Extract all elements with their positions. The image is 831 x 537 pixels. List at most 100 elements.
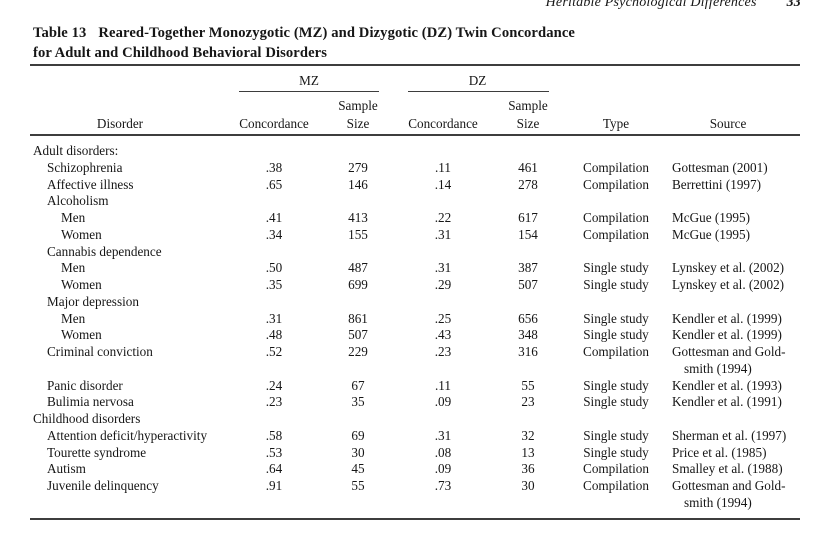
mz-sample-header-line1: Sample (338, 98, 378, 113)
dz-sample-size-cell: 32 (521, 427, 535, 443)
source-cell: Sherman et al. (1997) (656, 428, 800, 445)
header-bottom-rule (30, 134, 800, 136)
table-row: Childhood disorders (30, 411, 800, 428)
mz-concordance-cell: .58 (265, 427, 283, 443)
source-line: Smalley et al. (1988) (672, 461, 783, 477)
disorder-cell: Affective illness (47, 176, 134, 192)
mz-concordance-cell: .41 (265, 210, 283, 225)
table-body: Adult disorders: Schizophrenia .38 279 .… (30, 143, 800, 512)
table-row: Tourette syndrome .53 30 .08 13 Single s… (30, 445, 800, 462)
mz-sample-size-cell: 69 (351, 427, 365, 443)
table-row: Cannabis dependence (30, 244, 800, 261)
source-line: McGue (1995) (672, 226, 751, 242)
mz-concordance-cell: .38 (265, 159, 283, 175)
disorder-cell: Attention deficit/hyperactivity (47, 427, 208, 443)
dz-sample-size-cell: 617 (518, 210, 538, 225)
mz-concordance-cell: .64 (265, 461, 283, 477)
table-row: Panic disorder .24 67 .11 55 Single stud… (30, 378, 800, 395)
type-cell: Single study (583, 427, 649, 443)
mz-spanner-header: MZ (299, 73, 319, 88)
mz-sample-size-cell: 35 (351, 394, 365, 410)
disorder-cell: Women (61, 327, 102, 343)
table-title-text: Reared-Together Monozygotic (MZ) and Diz… (98, 25, 575, 41)
disorder-cell: Women (61, 226, 102, 242)
disorder-cell: Men (61, 260, 86, 276)
type-column-header: Type (602, 116, 630, 131)
dz-sample-size-cell: 387 (518, 260, 538, 276)
mz-sample-size-cell: 67 (351, 377, 365, 393)
mz-concordance-cell: .52 (265, 344, 283, 359)
table-row: Men .50 487 .31 387 Single study Lynskey… (30, 260, 800, 277)
table-number-label: Table 13 (33, 25, 87, 41)
source-cell: McGue (1995) (656, 227, 800, 244)
dz-concordance-cell: .29 (434, 277, 452, 292)
dz-spanner-rule (408, 91, 549, 92)
dz-concordance-cell: .08 (434, 444, 452, 460)
dz-concordance-cell: .22 (434, 210, 452, 225)
dz-sample-size-column-header: Size (516, 116, 540, 131)
dz-concordance-cell: .31 (434, 226, 452, 242)
disorder-cell: Cannabis dependence (47, 243, 162, 259)
source-line: Gottesman (2001) (672, 159, 768, 175)
mz-sample-size-cell: 30 (351, 444, 365, 460)
source-cell: Kendler et al. (1999) (656, 311, 800, 328)
dz-concordance-cell: .43 (434, 327, 452, 343)
mz-concordance-column-header: Concordance (239, 116, 309, 131)
table-row: Men .31 861 .25 656 Single study Kendler… (30, 311, 800, 328)
type-cell: Single study (583, 310, 649, 326)
source-cell: Gottesman and Gold-smith (1994) (656, 344, 800, 378)
type-cell: Compilation (583, 159, 649, 175)
source-line: Price et al. (1985) (672, 444, 767, 460)
disorder-cell: Adult disorders: (33, 143, 119, 158)
source-line: Gottesman and Gold- (672, 478, 786, 493)
page-number: 33 (786, 0, 801, 10)
type-cell: Single study (583, 260, 649, 276)
dz-concordance-cell: .25 (434, 310, 452, 326)
source-line: Sherman et al. (1997) (672, 427, 787, 443)
source-line: Kendler et al. (1999) (672, 327, 782, 343)
source-line: Kendler et al. (1993) (672, 377, 782, 393)
disorder-cell: Juvenile delinquency (47, 478, 159, 493)
disorder-cell: Tourette syndrome (47, 444, 147, 460)
type-cell: Single study (583, 394, 649, 410)
table-row: Major depression (30, 294, 800, 311)
dz-sample-size-cell: 507 (518, 277, 538, 292)
table-row: Criminal conviction .52 229 .23 316 Comp… (30, 344, 800, 378)
mz-concordance-cell: .31 (265, 310, 283, 326)
dz-sample-size-cell: 30 (521, 478, 535, 493)
type-cell: Single study (583, 444, 649, 460)
mz-spanner-rule (239, 91, 379, 92)
mz-concordance-cell: .48 (265, 327, 283, 343)
source-column-header: Source (709, 116, 747, 131)
dz-sample-size-cell: 278 (518, 176, 538, 192)
disorder-cell: Bulimia nervosa (47, 394, 134, 410)
dz-sample-size-cell: 348 (518, 327, 538, 343)
table-row: Women .48 507 .43 348 Single study Kendl… (30, 327, 800, 344)
dz-concordance-cell: .73 (434, 478, 452, 493)
dz-sample-size-cell: 656 (518, 310, 538, 326)
mz-concordance-cell: .23 (265, 394, 283, 410)
dz-concordance-cell: .09 (434, 461, 452, 477)
mz-concordance-cell: .53 (265, 444, 283, 460)
dz-concordance-cell: .09 (434, 394, 452, 410)
mz-sample-size-cell: 279 (348, 159, 368, 175)
disorder-cell: Men (61, 210, 86, 225)
source-cell: Kendler et al. (1999) (656, 327, 800, 344)
source-cell: Kendler et al. (1991) (656, 394, 800, 411)
mz-sample-size-cell: 155 (348, 226, 368, 242)
mz-concordance-cell: .35 (265, 277, 283, 292)
table-row: Attention deficit/hyperactivity .58 69 .… (30, 428, 800, 445)
dz-sample-size-cell: 23 (521, 394, 535, 410)
source-line: Gottesman and Gold- (672, 344, 786, 359)
source-line: McGue (1995) (672, 210, 751, 225)
source-cell: Price et al. (1985) (656, 445, 800, 462)
mz-concordance-cell: .65 (265, 176, 283, 192)
dz-concordance-cell: .14 (434, 176, 452, 192)
type-cell: Compilation (583, 344, 649, 359)
source-cell: Kendler et al. (1993) (656, 378, 800, 395)
disorder-cell: Major depression (47, 293, 139, 309)
mz-sample-size-cell: 413 (348, 210, 368, 225)
disorder-column-header: Disorder (96, 116, 144, 131)
table-row: Adult disorders: (30, 143, 800, 160)
disorder-cell: Panic disorder (47, 377, 123, 393)
